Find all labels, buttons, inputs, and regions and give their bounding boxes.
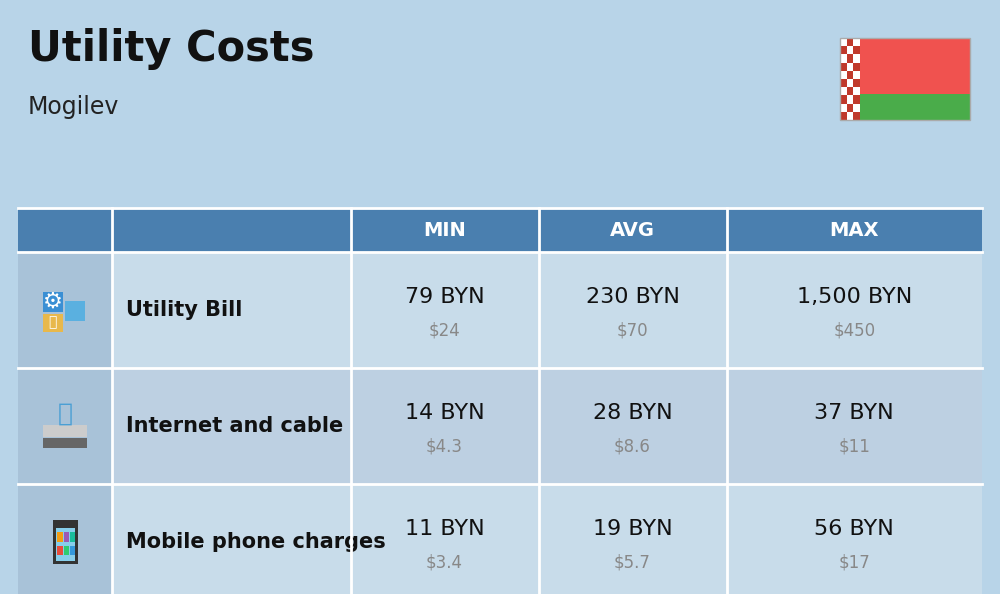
Bar [840, 38, 970, 120]
Bar [53, 520, 78, 564]
Text: Internet and cable: Internet and cable [126, 416, 344, 436]
Bar [57, 532, 63, 542]
Text: 📶: 📶 [58, 402, 73, 426]
Bar [57, 545, 63, 555]
Text: AVG: AVG [610, 220, 655, 239]
Bar [853, 62, 860, 71]
Bar [18, 252, 982, 368]
Text: Mogilev: Mogilev [28, 95, 119, 119]
Text: ⚙: ⚙ [43, 291, 63, 311]
Bar [43, 425, 87, 437]
Text: 28 BYN: 28 BYN [593, 403, 672, 423]
Bar [840, 96, 847, 103]
Bar [64, 532, 69, 542]
Bar [847, 71, 853, 79]
Text: 230 BYN: 230 BYN [586, 287, 679, 307]
Bar [70, 545, 75, 555]
Text: 🔌: 🔌 [49, 315, 57, 329]
Text: $11: $11 [838, 437, 870, 455]
Bar [43, 314, 63, 332]
Text: $3.4: $3.4 [426, 553, 463, 571]
Bar [847, 103, 853, 112]
Bar [18, 368, 982, 484]
Text: $8.6: $8.6 [614, 437, 651, 455]
Bar [64, 545, 69, 555]
Text: 11 BYN: 11 BYN [405, 519, 484, 539]
Bar [65, 301, 85, 321]
Text: $70: $70 [617, 321, 648, 339]
Bar [43, 438, 87, 448]
Text: 79 BYN: 79 BYN [405, 287, 484, 307]
Bar [18, 252, 112, 368]
Bar [853, 112, 860, 120]
Text: 1,500 BYN: 1,500 BYN [797, 287, 912, 307]
Text: $17: $17 [838, 553, 870, 571]
Bar [18, 208, 982, 252]
Bar [18, 484, 982, 594]
Text: MAX: MAX [830, 220, 879, 239]
Bar [70, 532, 75, 542]
Bar [853, 46, 860, 55]
Bar [860, 38, 970, 94]
Bar [847, 87, 853, 96]
Bar [853, 79, 860, 87]
Bar [847, 38, 853, 46]
Text: 19 BYN: 19 BYN [593, 519, 672, 539]
Bar [18, 484, 112, 594]
Text: 37 BYN: 37 BYN [814, 403, 894, 423]
Text: $5.7: $5.7 [614, 553, 651, 571]
Bar [840, 62, 847, 71]
Bar [56, 528, 75, 561]
Bar [43, 292, 63, 312]
Bar [847, 55, 853, 62]
Text: $24: $24 [429, 321, 460, 339]
Text: 14 BYN: 14 BYN [405, 403, 484, 423]
Text: MIN: MIN [423, 220, 466, 239]
Bar [840, 46, 847, 55]
Text: Utility Costs: Utility Costs [28, 28, 314, 70]
Text: Utility Bill: Utility Bill [126, 300, 243, 320]
Text: $450: $450 [833, 321, 875, 339]
Bar [18, 368, 112, 484]
Bar [840, 38, 860, 120]
Text: $4.3: $4.3 [426, 437, 463, 455]
Text: Mobile phone charges: Mobile phone charges [126, 532, 386, 552]
Bar [860, 94, 970, 120]
Text: 56 BYN: 56 BYN [814, 519, 894, 539]
Bar [853, 96, 860, 103]
Bar [840, 112, 847, 120]
Bar [840, 79, 847, 87]
